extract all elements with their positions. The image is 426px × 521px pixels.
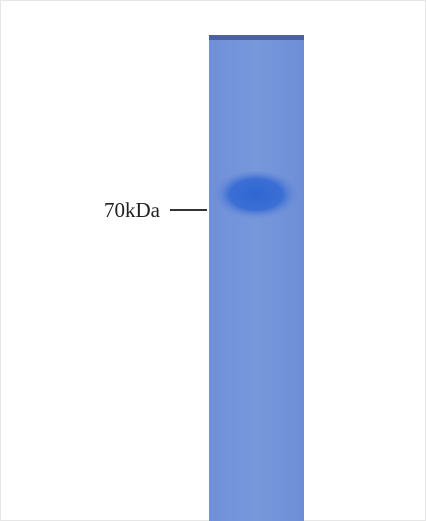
well-edge (209, 35, 304, 40)
protein-band (212, 171, 300, 223)
gel-lane (209, 35, 304, 521)
marker-label: 70kDa (104, 198, 161, 222)
